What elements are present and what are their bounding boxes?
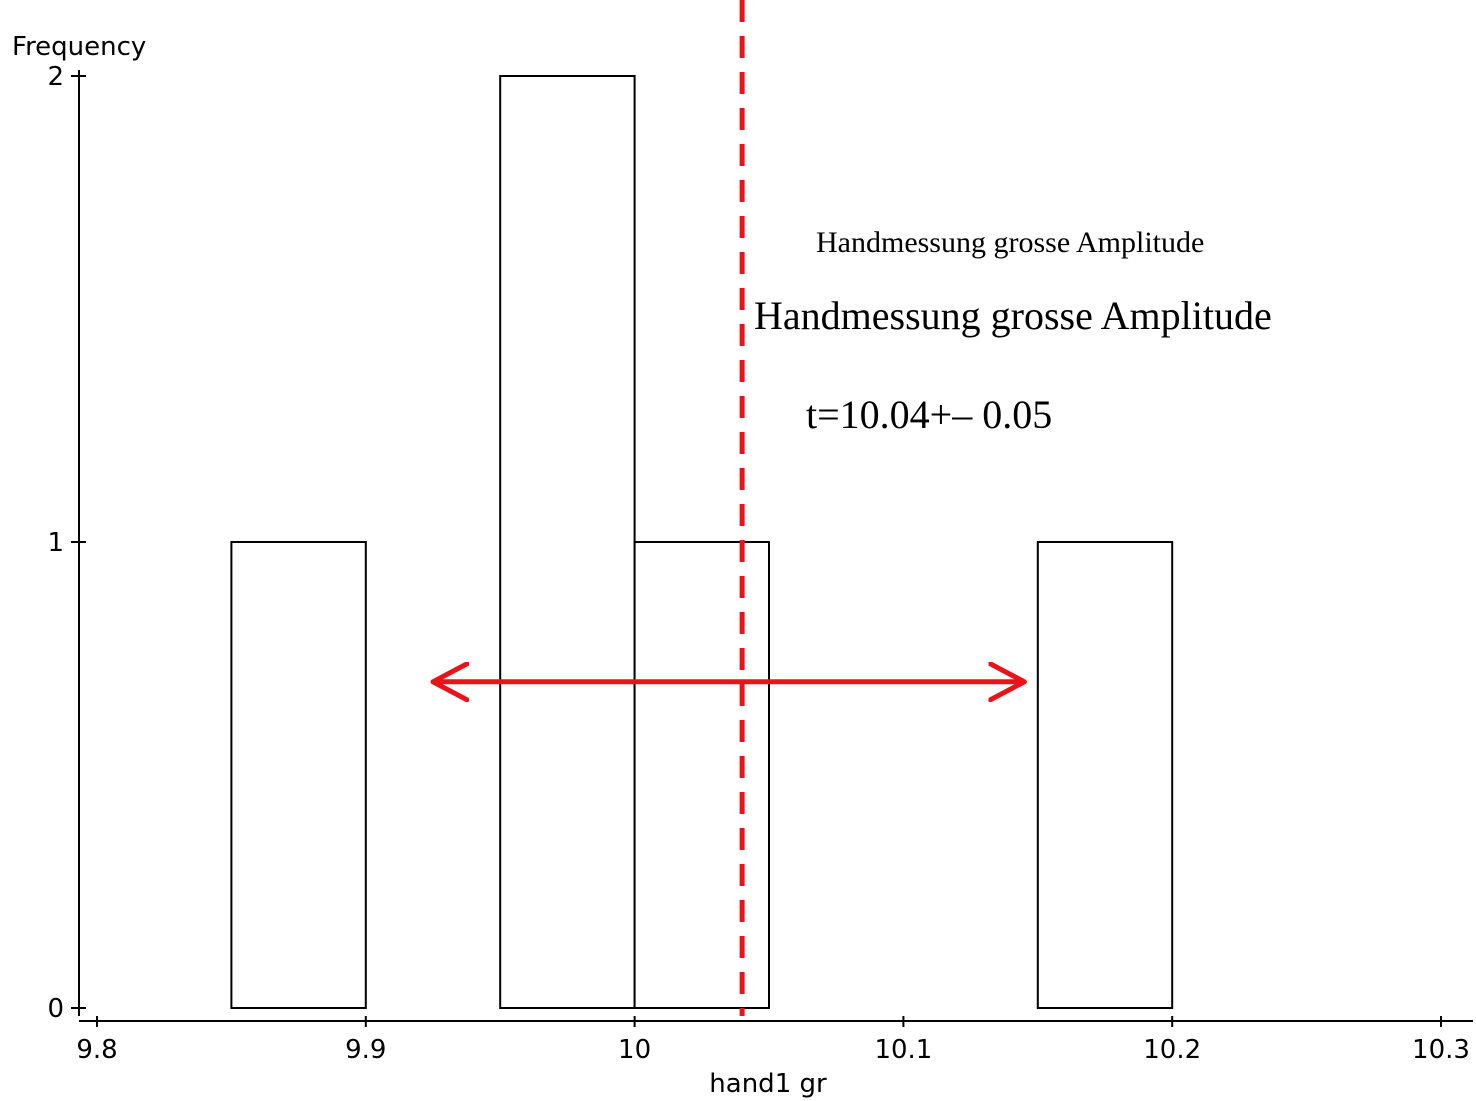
annotation-title-small: Handmessung grosse Amplitude [816, 226, 1204, 259]
histogram-bar-2 [499, 75, 636, 1009]
y-tick-label: 2 [47, 62, 64, 92]
x-axis-label: hand1 gr [709, 1069, 827, 1099]
histogram-bar-1 [230, 541, 367, 1009]
x-axis-ticks: 9.8 9.9 10 10.1 10.2 10.3 [76, 1016, 1470, 1065]
x-tick-label: 10.2 [1143, 1035, 1201, 1065]
x-tick-label: 10 [618, 1035, 651, 1065]
y-axis-label: Frequency [12, 32, 146, 62]
histogram-bar-3 [633, 541, 770, 1009]
y-tick-label: 1 [47, 528, 64, 558]
x-tick-label: 10.1 [874, 1035, 932, 1065]
histogram-bar-4 [1036, 541, 1174, 1009]
x-tick-label: 9.8 [76, 1035, 117, 1065]
chart-overlays [433, 0, 1024, 1016]
y-axis-ticks: 0 1 2 [47, 62, 86, 1024]
annotation-title-large: Handmessung grosse Amplitude [754, 293, 1272, 338]
histogram-bars [230, 75, 1174, 1009]
annotation-result: t=10.04+– 0.05 [806, 392, 1052, 437]
y-tick-label: 0 [47, 994, 64, 1024]
x-tick-label: 10.3 [1412, 1035, 1470, 1065]
x-tick-label: 9.9 [345, 1035, 386, 1065]
